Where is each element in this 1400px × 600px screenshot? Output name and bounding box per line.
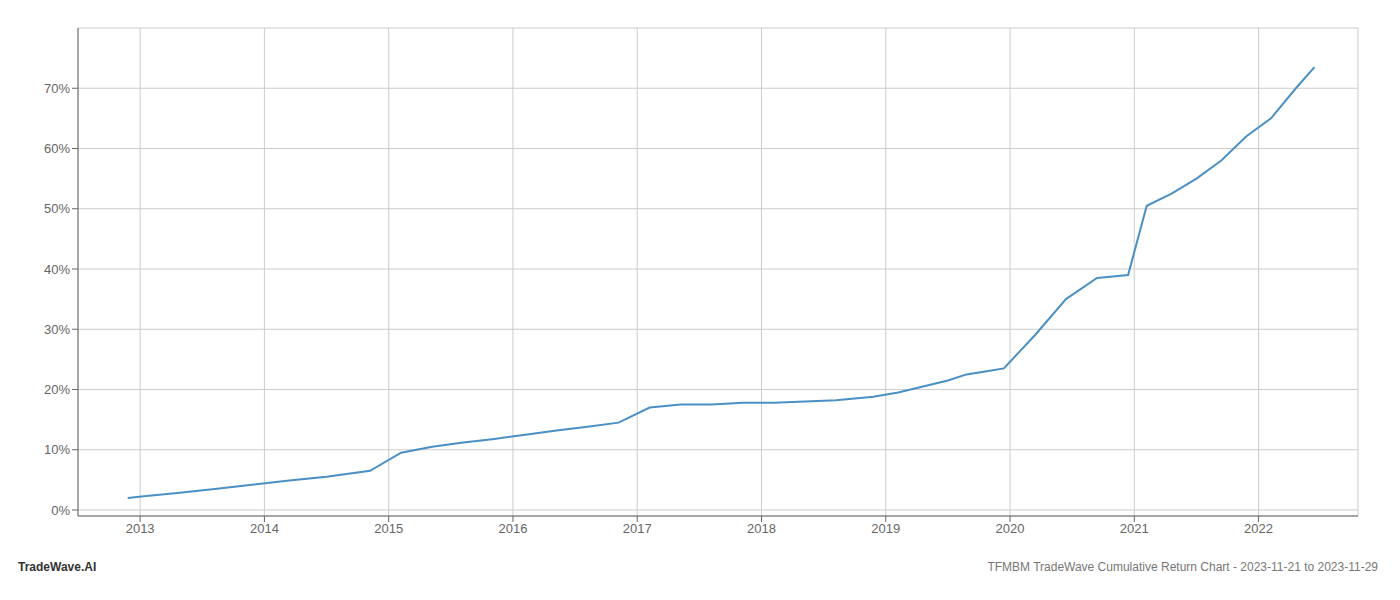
svg-text:2013: 2013: [126, 521, 155, 536]
svg-text:2022: 2022: [1244, 521, 1273, 536]
svg-text:2017: 2017: [623, 521, 652, 536]
svg-text:50%: 50%: [44, 201, 70, 216]
svg-text:2018: 2018: [747, 521, 776, 536]
html-text:TradeWave.AI: TradeWave.AI: [18, 560, 97, 574]
svg-text:2014: 2014: [250, 521, 279, 536]
svg-text:2020: 2020: [996, 521, 1025, 536]
svg-text:2021: 2021: [1120, 521, 1149, 536]
svg-text:10%: 10%: [44, 442, 70, 457]
svg-text:20%: 20%: [44, 382, 70, 397]
svg-text:2019: 2019: [871, 521, 900, 536]
svg-text:0%: 0%: [51, 503, 70, 518]
svg-text:70%: 70%: [44, 81, 70, 96]
svg-text:60%: 60%: [44, 141, 70, 156]
html-text:TFMBM TradeWave Cumulative Ret: TFMBM TradeWave Cumulative Return Chart …: [987, 560, 1378, 574]
svg-text:30%: 30%: [44, 322, 70, 337]
svg-text:2015: 2015: [374, 521, 403, 536]
svg-text:2016: 2016: [498, 521, 527, 536]
svg-text:40%: 40%: [44, 262, 70, 277]
